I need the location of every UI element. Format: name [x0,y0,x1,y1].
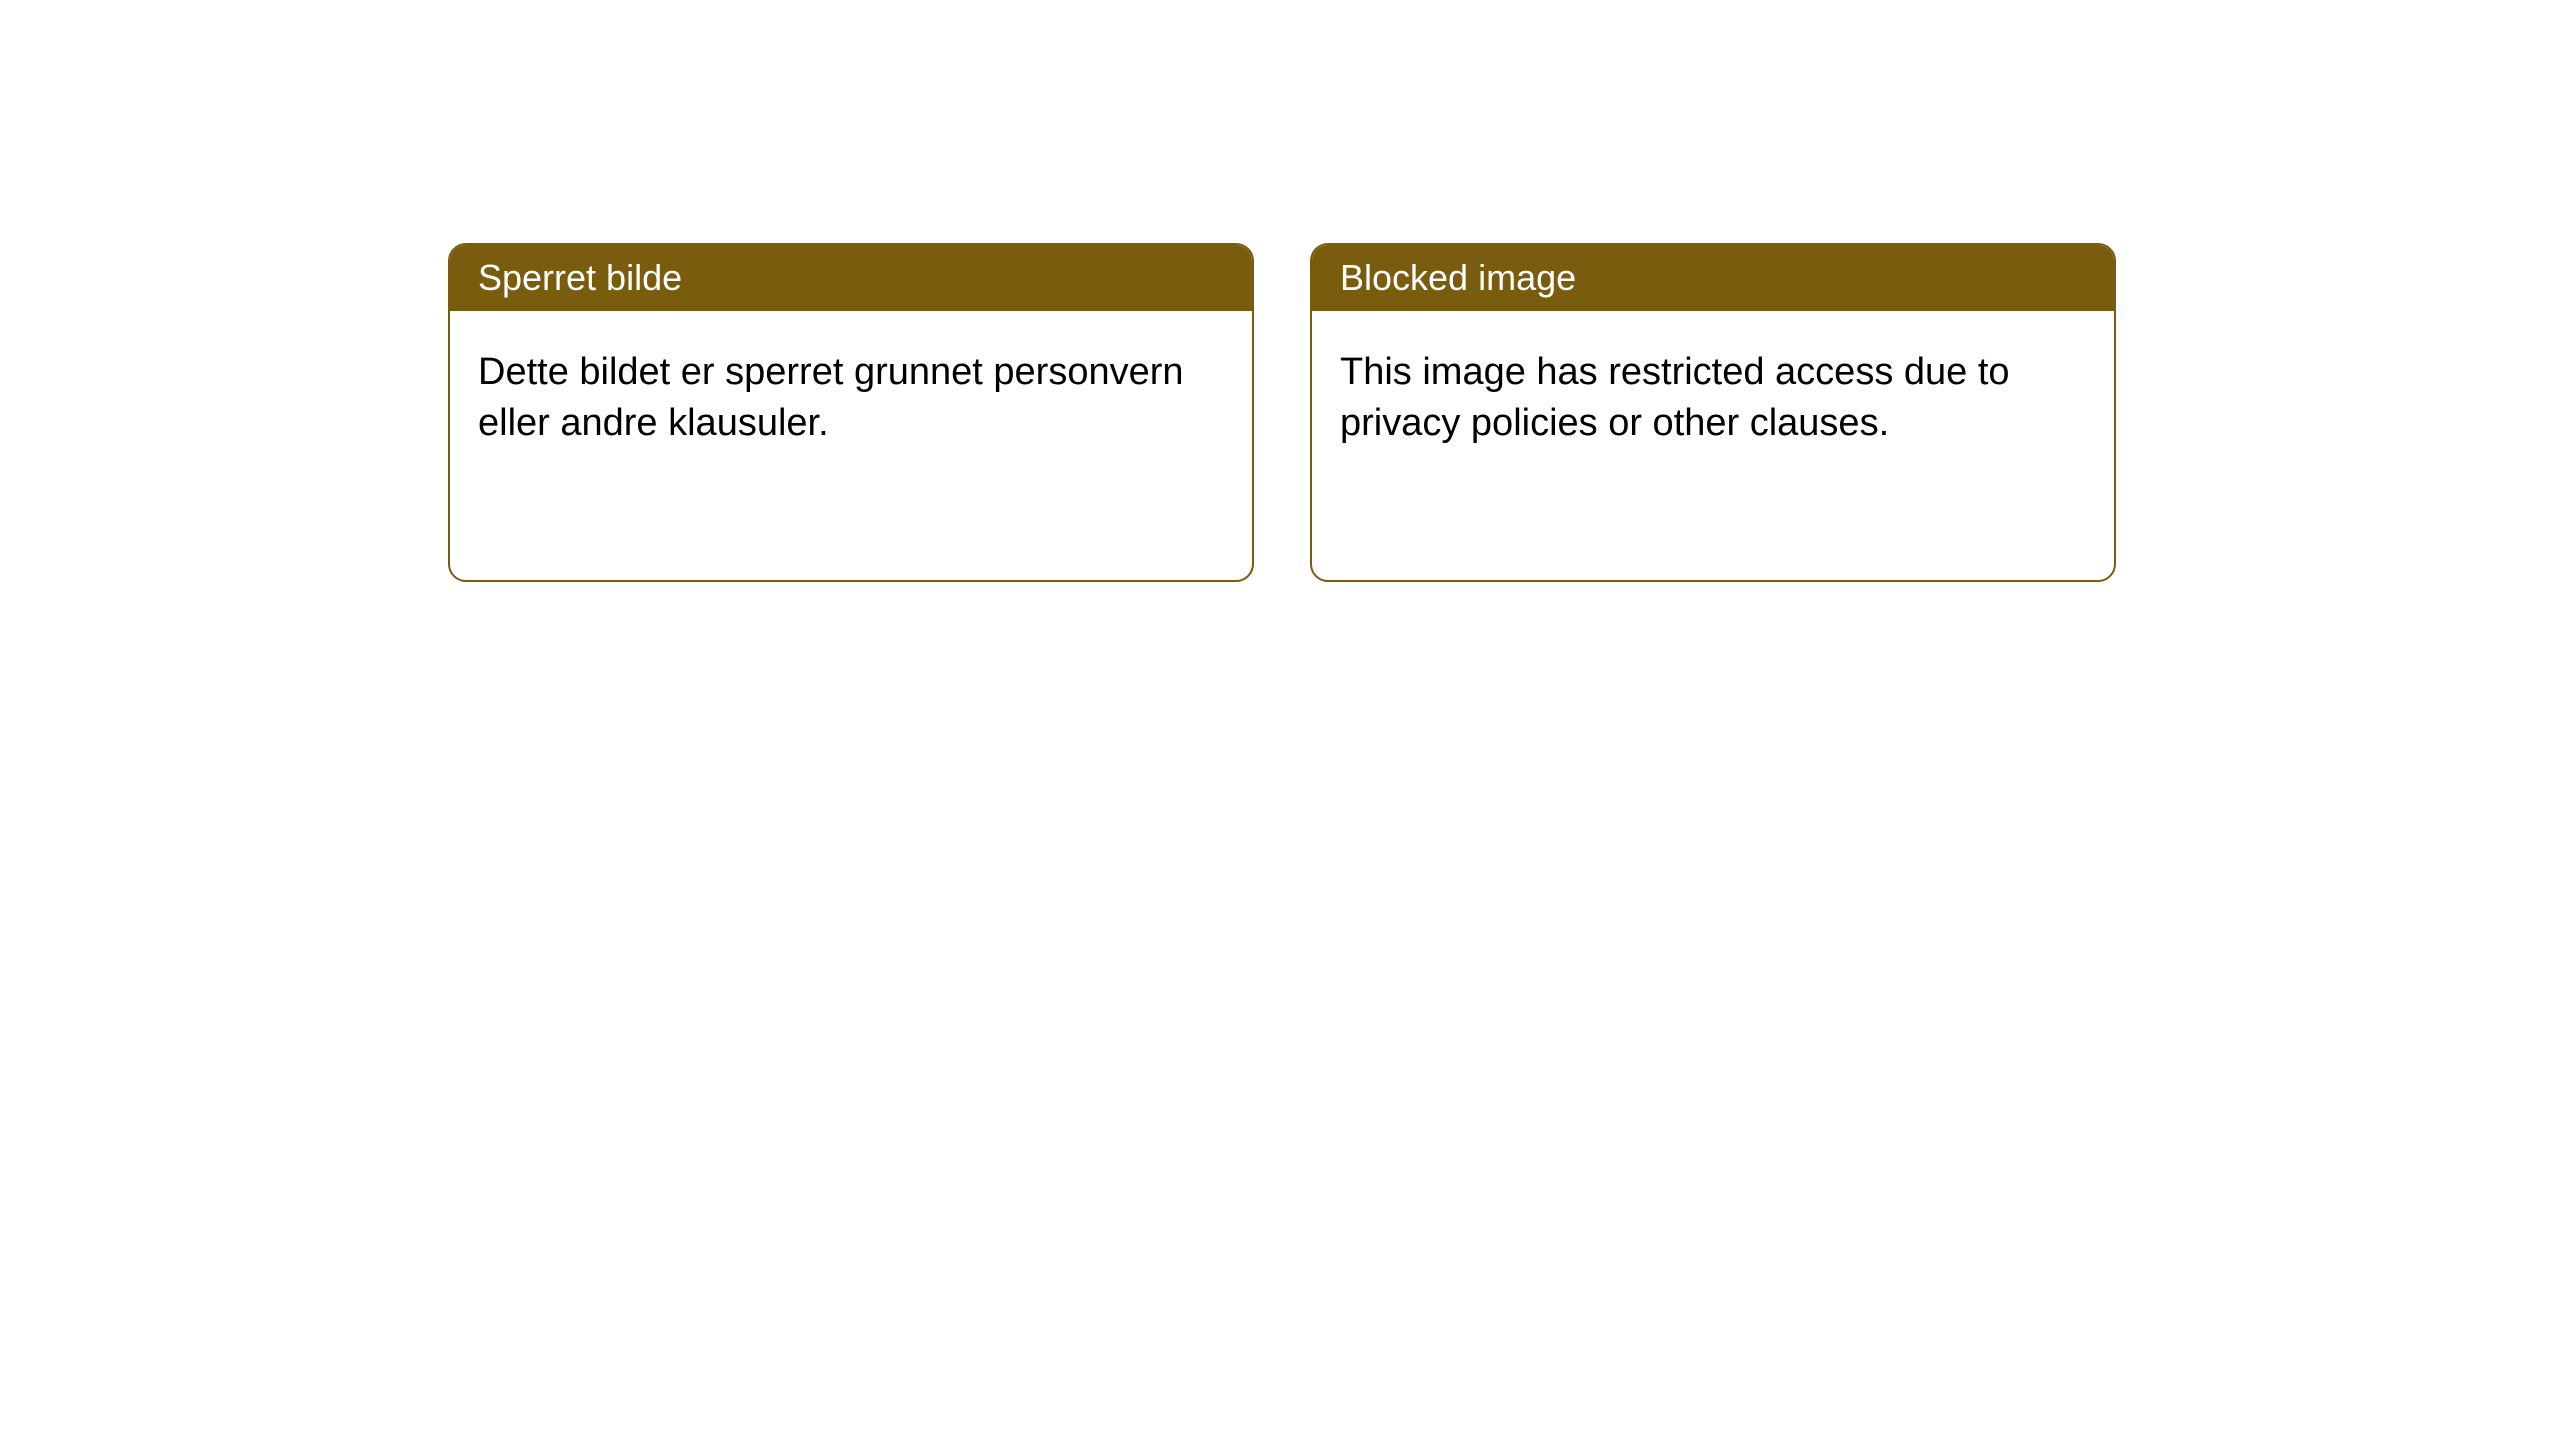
card-message: Dette bildet er sperret grunnet personve… [478,351,1184,444]
card-header: Sperret bilde [450,245,1252,311]
card-title: Sperret bilde [478,257,682,298]
card-header: Blocked image [1312,245,2114,311]
card-title: Blocked image [1340,257,1576,298]
card-message: This image has restricted access due to … [1340,351,2010,444]
card-body: Dette bildet er sperret grunnet personve… [450,311,1252,486]
blocked-image-card-en: Blocked image This image has restricted … [1310,243,2116,582]
notice-container: Sperret bilde Dette bildet er sperret gr… [0,0,2560,582]
card-body: This image has restricted access due to … [1312,311,2114,486]
blocked-image-card-no: Sperret bilde Dette bildet er sperret gr… [448,243,1254,582]
